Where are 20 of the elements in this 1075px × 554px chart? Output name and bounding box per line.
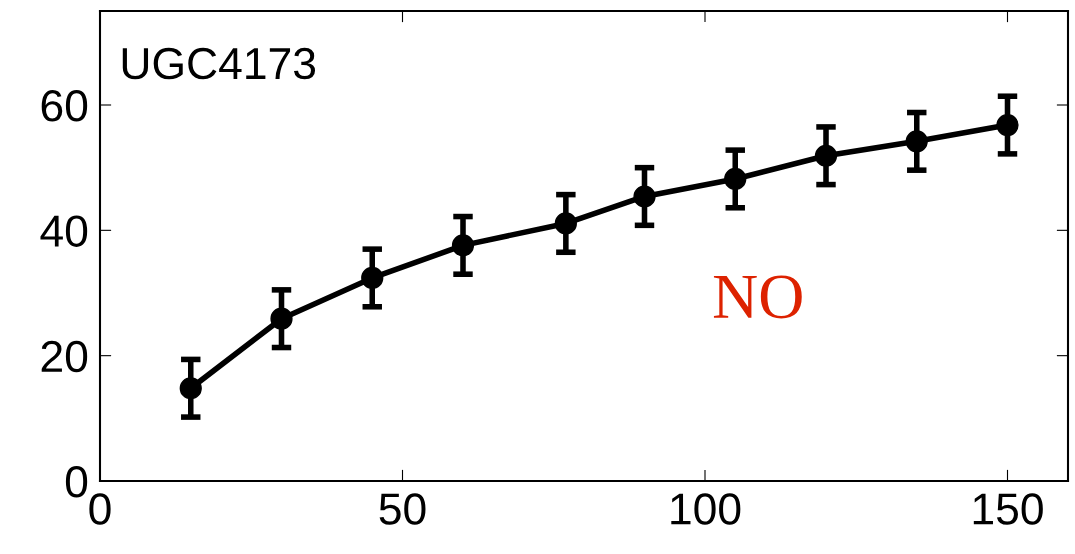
x-tick-label: 50 [379, 493, 426, 525]
point [905, 130, 928, 153]
point [451, 234, 475, 257]
point [633, 185, 656, 208]
point [270, 307, 293, 330]
point [179, 377, 202, 400]
point [814, 144, 838, 167]
x-tick-label: 150 [973, 493, 1043, 525]
annotation: NO [713, 275, 802, 319]
y-tick-label: 60 [41, 90, 88, 122]
x-tick-label: 100 [671, 493, 741, 525]
point [724, 167, 747, 191]
point [996, 113, 1019, 137]
y-tick-label: 0 [65, 466, 88, 498]
y-tick-label: 20 [41, 340, 88, 373]
point [361, 266, 384, 290]
x-tick-label: 0 [89, 493, 111, 525]
annotation: UGC4173 [122, 47, 316, 80]
y-tick-label: 40 [40, 215, 88, 247]
point [554, 212, 577, 235]
